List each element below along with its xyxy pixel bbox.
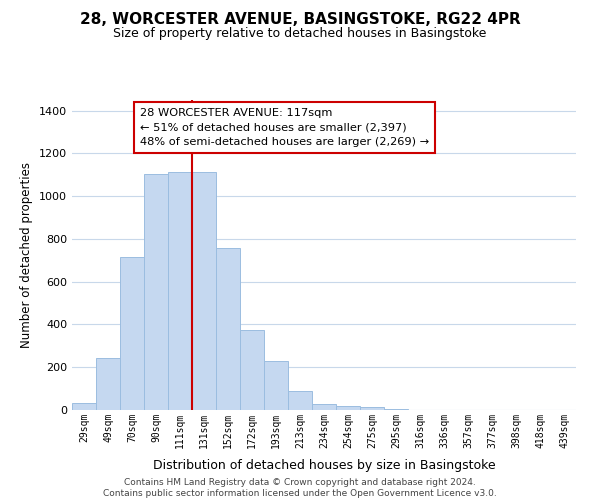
- Bar: [288, 391, 312, 410]
- Bar: [96, 358, 120, 410]
- Text: Contains HM Land Registry data © Crown copyright and database right 2024.
Contai: Contains HM Land Registry data © Crown c…: [103, 478, 497, 498]
- Text: 28 WORCESTER AVENUE: 117sqm
← 51% of detached houses are smaller (2,397)
48% of : 28 WORCESTER AVENUE: 117sqm ← 51% of det…: [140, 108, 429, 148]
- Bar: [360, 407, 384, 410]
- Bar: [264, 361, 288, 410]
- Bar: [144, 174, 168, 410]
- Bar: [168, 172, 192, 410]
- X-axis label: Distribution of detached houses by size in Basingstoke: Distribution of detached houses by size …: [152, 459, 496, 472]
- Bar: [336, 406, 360, 410]
- Bar: [384, 409, 408, 410]
- Text: Size of property relative to detached houses in Basingstoke: Size of property relative to detached ho…: [113, 28, 487, 40]
- Bar: [120, 257, 144, 410]
- Bar: [192, 172, 216, 410]
- Bar: [240, 330, 264, 410]
- Text: 28, WORCESTER AVENUE, BASINGSTOKE, RG22 4PR: 28, WORCESTER AVENUE, BASINGSTOKE, RG22 …: [80, 12, 520, 28]
- Bar: [72, 402, 96, 410]
- Y-axis label: Number of detached properties: Number of detached properties: [20, 162, 34, 348]
- Bar: [216, 248, 240, 410]
- Bar: [312, 404, 336, 410]
